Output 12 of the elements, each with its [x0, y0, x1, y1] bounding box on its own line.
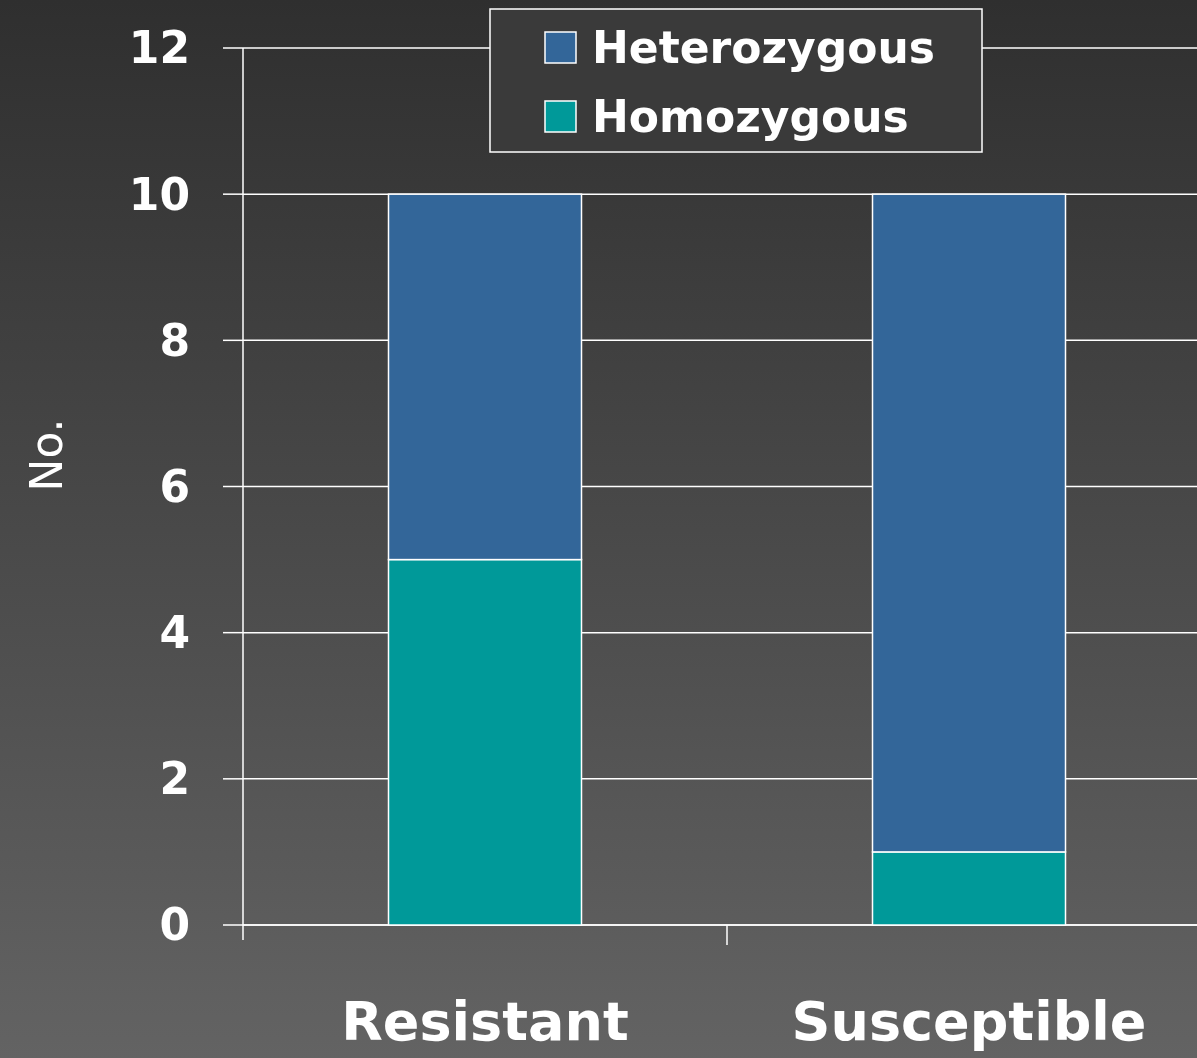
y-axis-title: No.	[21, 418, 72, 492]
y-tick-label: 0	[159, 899, 190, 951]
y-tick-label: 6	[159, 460, 190, 512]
legend-label: Homozygous	[592, 91, 909, 143]
legend-label: Heterozygous	[592, 22, 935, 74]
y-tick-label: 2	[159, 753, 190, 805]
y-tick-label: 12	[128, 22, 190, 74]
x-tick-label: Susceptible	[791, 990, 1147, 1053]
y-tick-label: 10	[128, 168, 190, 220]
y-tick-label: 4	[159, 607, 190, 659]
y-tick-label: 8	[159, 314, 190, 366]
x-tick-label: Resistant	[341, 990, 629, 1053]
